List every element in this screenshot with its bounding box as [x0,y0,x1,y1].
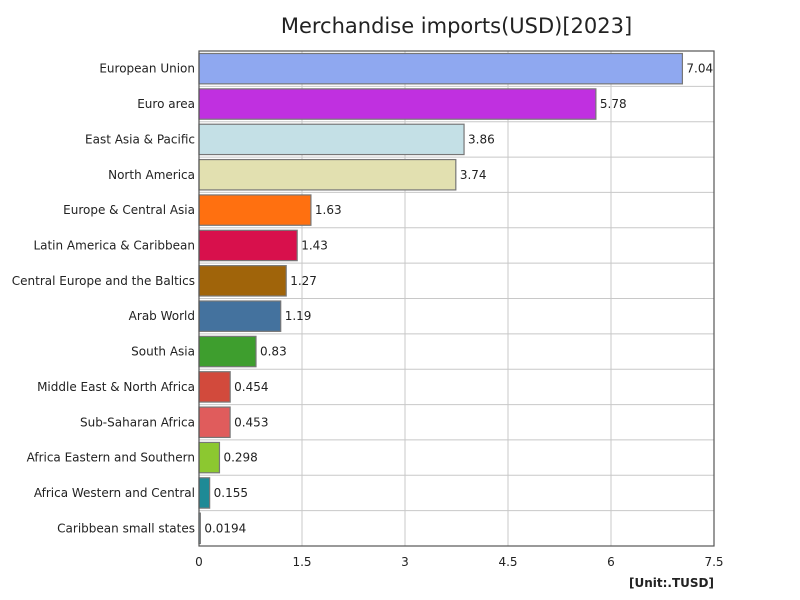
data-label: 1.43 [301,238,328,252]
data-label: 5.78 [600,97,627,111]
bar [198,194,312,226]
category-label: Middle East & North Africa [37,380,195,394]
category-label: North America [108,168,195,182]
unit-label: [Unit:.TUSD] [629,576,714,590]
bar [198,300,282,332]
plot-border [198,50,715,547]
bar [198,477,211,509]
category-label: Caribbean small states [57,521,195,535]
category-label: Arab World [129,309,195,323]
bar [198,335,257,368]
bar [198,88,597,120]
data-label: 1.63 [315,203,342,217]
category-label: Africa Eastern and Southern [27,451,195,465]
data-label: 0.0194 [204,521,246,535]
category-label: Africa Western and Central [34,486,195,500]
bar [198,441,221,474]
bar [198,371,231,403]
bar [198,52,684,85]
data-label: 0.298 [223,451,257,465]
x-tick-label: 6 [607,555,615,569]
category-label: Sub-Saharan Africa [80,415,195,429]
category-label: European Union [99,62,195,76]
category-label: Central Europe and the Baltics [12,274,195,288]
x-tick-label: 4.5 [498,555,517,569]
category-label: East Asia & Pacific [85,132,195,146]
data-label: 1.19 [285,309,312,323]
data-label: 0.83 [260,345,287,359]
data-label: 0.155 [214,486,248,500]
category-label: South Asia [131,345,195,359]
x-tick-label: 7.5 [704,555,723,569]
x-tick-label: 0 [195,555,203,569]
bar [198,229,298,262]
bar [198,265,287,297]
data-label: 7.04 [686,62,713,76]
category-label: Latin America & Caribbean [33,238,195,252]
data-label: 3.74 [460,168,487,182]
data-label: 3.86 [468,132,495,146]
bar [198,123,465,156]
category-label: Euro area [137,97,195,111]
chart-title: Merchandise imports(USD)[2023] [280,14,633,38]
data-label: 0.454 [234,380,268,394]
x-tick-label: 3 [401,555,409,569]
category-label: Europe & Central Asia [63,203,195,217]
x-tick-label: 1.5 [292,555,311,569]
bar [198,158,457,191]
data-label: 1.27 [290,274,317,288]
bar [198,406,231,439]
data-label: 0.453 [234,415,268,429]
